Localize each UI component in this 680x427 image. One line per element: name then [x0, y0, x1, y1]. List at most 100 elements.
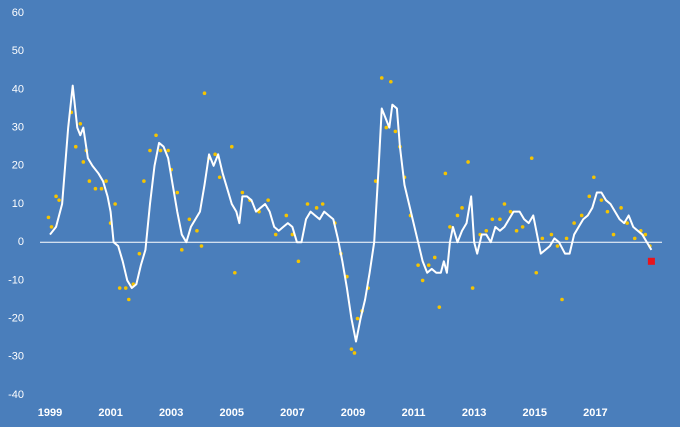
- scatter-point: [448, 225, 452, 229]
- scatter-point: [549, 232, 554, 237]
- scatter-point: [284, 213, 289, 218]
- scatter-point: [137, 251, 142, 256]
- scatter-point: [314, 206, 319, 210]
- scatter-point: [572, 221, 576, 225]
- scatter-point: [420, 278, 425, 283]
- scatter-point: [266, 198, 270, 202]
- scatter-point: [579, 213, 584, 218]
- x-tick-label: 1999: [38, 407, 62, 419]
- scatter-point: [123, 286, 128, 290]
- x-tick-label: 2015: [523, 407, 547, 419]
- scatter-point: [460, 206, 464, 210]
- scatter-point: [443, 171, 448, 176]
- scatter-point: [432, 255, 437, 260]
- scatter-point: [81, 160, 86, 164]
- scatter-point: [99, 186, 104, 191]
- y-tick-label: 10: [12, 198, 24, 210]
- scatter-point: [195, 228, 199, 233]
- scatter-point: [514, 228, 519, 233]
- y-tick-label: -30: [8, 351, 24, 363]
- scatter-point: [389, 79, 393, 84]
- scatter-point: [104, 179, 108, 183]
- scatter-point: [534, 270, 539, 275]
- scatter-point: [202, 91, 207, 96]
- scatter-point: [619, 206, 623, 210]
- scatter-point: [233, 270, 237, 275]
- scatter-point: [217, 175, 222, 180]
- scatter-point: [625, 221, 629, 225]
- scatter-point: [384, 125, 389, 130]
- scatter-point: [78, 121, 83, 126]
- scatter-point: [502, 202, 507, 206]
- x-tick-label: 2003: [159, 407, 183, 419]
- y-tick-label: 40: [12, 83, 24, 95]
- scatter-point: [87, 179, 92, 183]
- scatter-point: [470, 286, 475, 290]
- scatter-point: [393, 129, 398, 134]
- scatter-point: [290, 232, 295, 237]
- scatter-point: [520, 225, 525, 229]
- scatter-point: [426, 263, 431, 267]
- scatter-point: [498, 217, 502, 222]
- scatter-point: [179, 248, 184, 252]
- scatter-point: [240, 190, 245, 195]
- scatter-point: [437, 305, 442, 309]
- scatter-point: [113, 202, 117, 206]
- scatter-point: [57, 198, 61, 202]
- y-tick-label: 60: [12, 7, 24, 19]
- scatter-point: [126, 297, 131, 302]
- scatter-point: [320, 202, 325, 206]
- y-tick-label: -40: [8, 389, 24, 401]
- scatter-point: [117, 286, 122, 290]
- y-tick-label: 30: [12, 122, 24, 134]
- scatter-point: [632, 236, 637, 241]
- scatter-point: [611, 232, 616, 237]
- scatter-point: [560, 297, 564, 302]
- x-tick-label: 2009: [341, 407, 365, 419]
- scatter-point: [352, 351, 357, 355]
- scatter-point: [455, 213, 460, 218]
- scatter-point: [540, 236, 545, 241]
- scatter-point: [187, 217, 192, 222]
- scatter-point: [199, 244, 204, 248]
- scatter-point: [166, 148, 170, 153]
- scatter-point: [484, 228, 489, 233]
- scatter-point: [54, 194, 58, 199]
- x-tick-label: 2011: [402, 407, 426, 419]
- scatter-point: [305, 202, 310, 206]
- scatter-point: [73, 144, 78, 149]
- x-tick-label: 2001: [98, 407, 122, 419]
- scatter-point: [46, 215, 51, 220]
- scatter-point: [643, 232, 648, 237]
- x-tick-label: 2013: [462, 407, 486, 419]
- scatter-point: [587, 194, 592, 199]
- scatter-point: [158, 148, 163, 153]
- y-tick-label: -10: [8, 274, 24, 286]
- scatter-point: [296, 259, 301, 264]
- y-tick-label: 50: [12, 45, 24, 57]
- scatter-point: [555, 244, 560, 248]
- x-tick-label: 2007: [280, 407, 304, 419]
- scatter-point: [355, 316, 360, 321]
- scatter-point: [529, 156, 534, 160]
- line-series: [49, 84, 653, 343]
- scatter-point: [416, 263, 420, 267]
- scatter-point: [93, 186, 98, 191]
- y-tick-label: 20: [12, 160, 24, 172]
- y-tick-label: 0: [18, 236, 24, 248]
- scatter-point: [592, 175, 596, 180]
- latest-marker: [647, 257, 655, 265]
- scatter-point: [49, 225, 54, 229]
- scatter-point: [148, 148, 152, 153]
- scatter-point: [599, 198, 604, 202]
- scatter-point: [175, 190, 180, 195]
- y-tick-label: -20: [8, 313, 24, 325]
- scatter-point: [466, 160, 470, 164]
- scatter-point: [349, 347, 354, 351]
- scatter-point: [490, 217, 495, 222]
- scatter-point: [379, 76, 384, 80]
- x-tick-label: 2005: [220, 407, 244, 419]
